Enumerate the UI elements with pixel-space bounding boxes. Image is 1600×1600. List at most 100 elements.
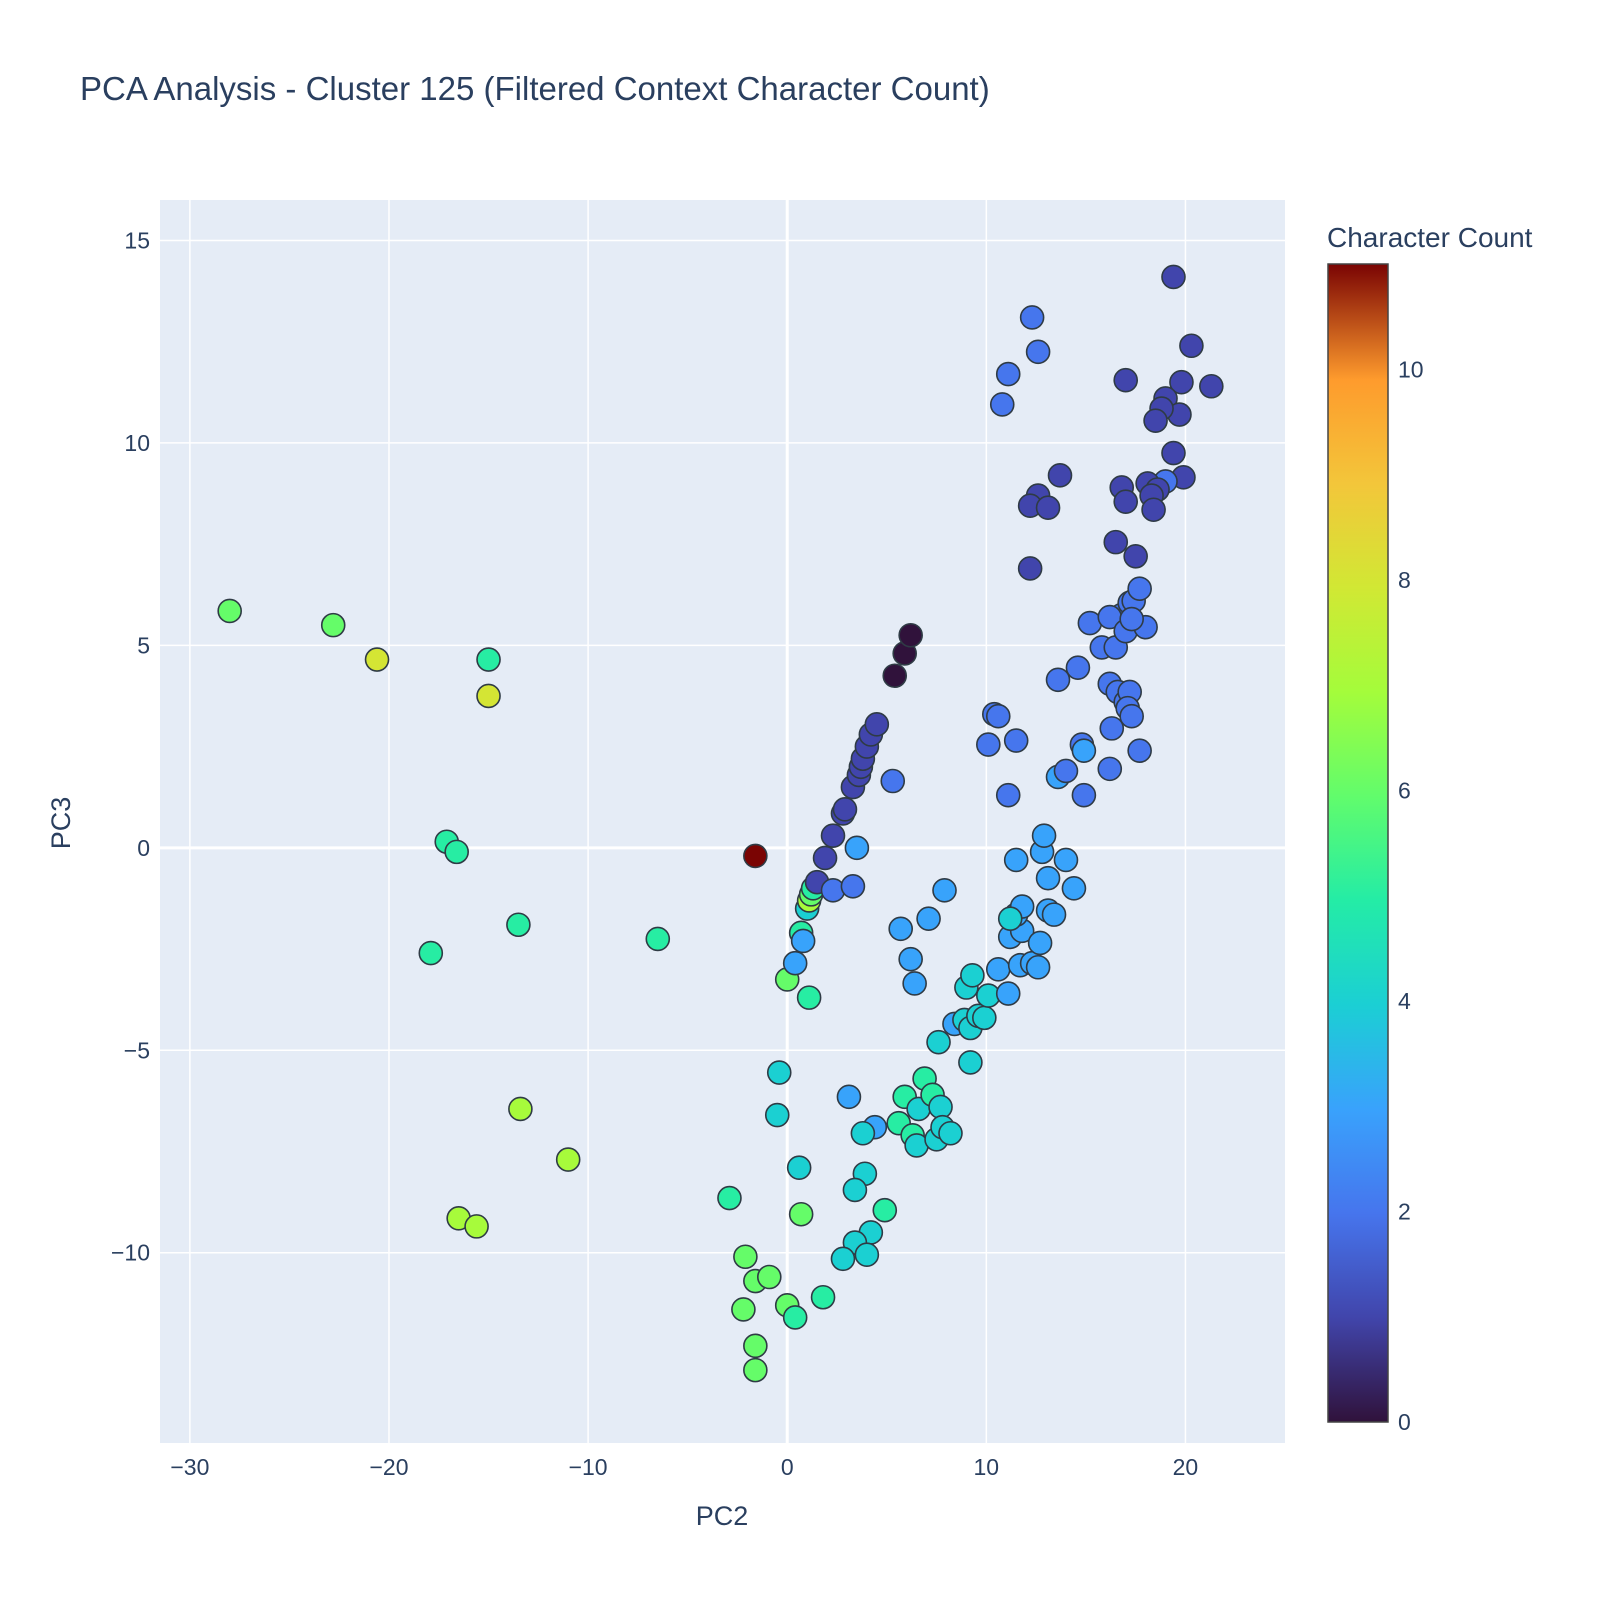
data-point <box>995 361 1021 387</box>
data-point <box>836 1084 862 1110</box>
data-point <box>902 971 927 996</box>
x-tick-label: −30 <box>170 1454 209 1480</box>
data-point <box>1141 497 1166 523</box>
data-point <box>1123 543 1148 569</box>
data-point <box>418 940 444 966</box>
data-point <box>820 878 846 903</box>
y-tick-label: −5 <box>124 1037 150 1063</box>
data-point <box>850 1120 876 1146</box>
data-point <box>508 1096 533 1122</box>
data-point <box>1017 556 1043 581</box>
data-point <box>1199 373 1224 399</box>
y-tick-label: 10 <box>124 430 150 456</box>
data-point <box>1103 529 1129 555</box>
data-point <box>995 782 1021 808</box>
plot-area <box>160 200 1285 1443</box>
data-point <box>733 1244 758 1270</box>
data-point <box>217 598 242 624</box>
data-point <box>731 1297 756 1322</box>
data-point <box>555 1147 581 1172</box>
data-point <box>782 950 808 976</box>
colorbar-tick-label: 2 <box>1398 1198 1411 1224</box>
data-point <box>1097 756 1123 782</box>
data-point <box>810 1284 836 1310</box>
data-point <box>898 622 923 648</box>
data-point <box>1045 667 1071 693</box>
data-point <box>764 1102 790 1128</box>
colorbar-tick-label: 4 <box>1398 988 1411 1014</box>
data-point <box>1169 369 1194 395</box>
colorbar-title: Character Count <box>1327 222 1533 253</box>
data-point <box>926 1029 951 1055</box>
data-point <box>854 1242 880 1268</box>
data-point <box>820 823 846 848</box>
data-point <box>645 926 671 952</box>
data-point <box>790 928 816 954</box>
chart-title: PCA Analysis - Cluster 125 (Filtered Con… <box>80 70 990 107</box>
x-tick-label: 20 <box>1173 1454 1199 1480</box>
colorbar-tick-label: 8 <box>1398 567 1411 593</box>
data-point <box>985 956 1011 982</box>
data-point <box>938 1120 963 1146</box>
data-point <box>1003 728 1029 753</box>
data-point <box>1061 876 1087 901</box>
data-point <box>1003 847 1029 873</box>
data-point <box>1127 576 1152 601</box>
colorbar-ticks: 0 2 4 6 8 10 <box>1398 356 1424 1435</box>
data-point <box>1047 463 1073 488</box>
x-tick-label: −20 <box>369 1454 408 1480</box>
y-tick-label: −10 <box>111 1240 150 1266</box>
data-point <box>1053 847 1079 873</box>
data-point <box>932 878 957 903</box>
data-point <box>1071 782 1097 808</box>
y-tick-label: 5 <box>137 632 150 658</box>
data-point <box>1161 264 1186 290</box>
x-axis-title: PC2 <box>696 1501 749 1531</box>
y-tick-label: 0 <box>137 835 150 861</box>
data-point <box>464 1214 489 1239</box>
data-point <box>1071 738 1097 763</box>
data-point <box>1113 367 1139 393</box>
data-point <box>743 843 768 869</box>
data-point <box>786 1155 812 1180</box>
data-point <box>972 1005 997 1031</box>
data-point <box>1025 339 1051 365</box>
data-point <box>1065 655 1091 680</box>
data-point <box>788 1201 814 1227</box>
data-point <box>997 906 1023 931</box>
data-point <box>844 835 870 861</box>
data-point <box>444 839 469 865</box>
data-point <box>364 647 390 672</box>
data-point <box>766 1060 792 1085</box>
data-point <box>840 873 866 899</box>
data-point <box>1031 823 1057 848</box>
colorbar-tick-label: 0 <box>1398 1409 1411 1435</box>
data-point <box>1119 606 1144 632</box>
data-point <box>880 768 906 794</box>
data-point <box>1041 902 1067 927</box>
data-point <box>1161 440 1186 466</box>
data-point <box>782 1305 808 1330</box>
data-point <box>743 1357 768 1383</box>
data-point <box>916 906 941 931</box>
y-axis-title: PC3 <box>46 797 76 850</box>
data-point <box>989 392 1015 417</box>
data-point <box>985 703 1011 729</box>
x-tick-label: 10 <box>974 1454 1000 1480</box>
colorbar <box>1327 263 1389 1423</box>
data-point <box>1035 865 1061 891</box>
y-tick-label: 15 <box>124 227 150 253</box>
colorbar-tick-label: 6 <box>1398 777 1411 803</box>
x-tick-label: 0 <box>781 1454 794 1480</box>
data-point <box>832 797 858 822</box>
y-axis-ticks: −10 −5 0 5 10 15 <box>111 227 150 1265</box>
data-point <box>796 985 822 1010</box>
data-point <box>1035 495 1061 521</box>
data-point <box>1053 758 1079 784</box>
data-point <box>476 647 501 672</box>
data-point <box>1099 716 1125 741</box>
data-point <box>1119 703 1144 729</box>
data-point <box>830 1246 856 1272</box>
data-point <box>756 1264 782 1290</box>
